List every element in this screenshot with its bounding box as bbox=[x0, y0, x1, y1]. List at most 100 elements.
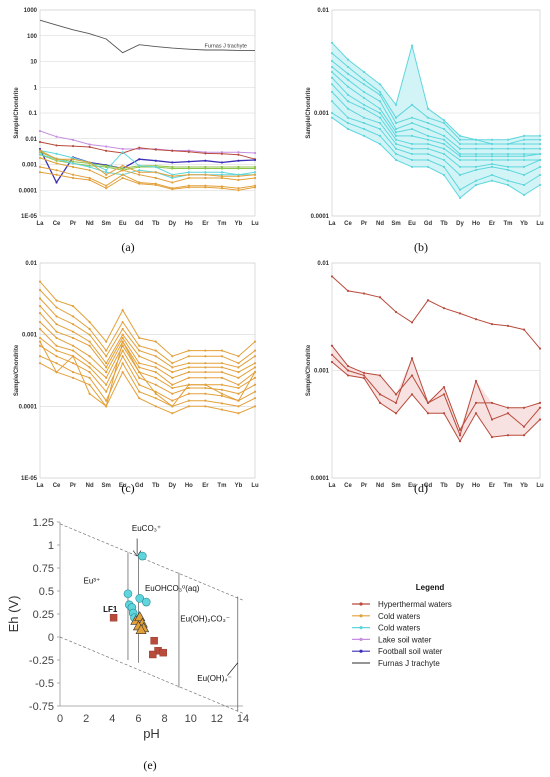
data-point bbox=[253, 371, 257, 374]
data-point bbox=[330, 65, 334, 69]
series-line bbox=[39, 166, 256, 189]
data-point bbox=[88, 176, 91, 180]
data-point bbox=[204, 152, 207, 155]
data-point bbox=[237, 362, 240, 365]
data-point bbox=[362, 90, 366, 94]
data-point bbox=[171, 175, 174, 178]
x-tick-label: Ce bbox=[344, 221, 352, 227]
series-line bbox=[331, 117, 541, 199]
data-point bbox=[253, 151, 257, 155]
data-point bbox=[346, 127, 350, 131]
data-point bbox=[378, 374, 382, 377]
data-point bbox=[394, 310, 398, 314]
data-point bbox=[330, 70, 334, 74]
data-point bbox=[522, 152, 526, 156]
y-tick-label: 10 bbox=[30, 60, 37, 66]
data-point bbox=[220, 171, 224, 174]
legend-marker bbox=[359, 637, 363, 642]
x-tick-label: 10 bbox=[185, 713, 197, 725]
data-point bbox=[171, 383, 174, 386]
data-point bbox=[378, 111, 382, 115]
data-point bbox=[220, 151, 224, 154]
y-tick-label: 0 bbox=[48, 632, 54, 644]
data-point bbox=[426, 401, 430, 404]
data-point bbox=[346, 369, 350, 372]
data-point bbox=[506, 168, 510, 172]
x-tick-label: Tm bbox=[217, 483, 226, 489]
data-point bbox=[154, 366, 157, 369]
data-point-square bbox=[149, 650, 157, 659]
data-point bbox=[105, 184, 108, 187]
data-point bbox=[506, 183, 510, 187]
data-point bbox=[121, 320, 124, 324]
data-point bbox=[187, 376, 190, 379]
x-tick-label: Tb bbox=[152, 483, 160, 489]
data-point bbox=[105, 405, 108, 408]
x-tick-label: Tm bbox=[217, 221, 226, 227]
data-point bbox=[378, 116, 382, 119]
data-point bbox=[55, 144, 58, 147]
data-point bbox=[55, 371, 58, 374]
data-point bbox=[38, 153, 42, 156]
data-point bbox=[237, 355, 240, 358]
x-tick-label: Yb bbox=[520, 221, 528, 227]
data-point bbox=[330, 90, 334, 94]
data-point bbox=[204, 366, 207, 369]
data-point bbox=[220, 176, 224, 180]
x-tick-label: Yb bbox=[235, 483, 243, 489]
data-point bbox=[538, 152, 542, 156]
series-line bbox=[39, 171, 256, 191]
data-point bbox=[38, 336, 42, 340]
data-point bbox=[187, 186, 190, 189]
data-point bbox=[362, 134, 366, 137]
data-point bbox=[220, 175, 224, 178]
data-point bbox=[522, 134, 526, 137]
data-point bbox=[55, 315, 58, 318]
data-point bbox=[154, 383, 157, 386]
data-point bbox=[71, 173, 75, 176]
data-point bbox=[330, 41, 334, 44]
x-tick-label: Tb bbox=[440, 483, 448, 489]
x-tick-label: Er bbox=[202, 483, 209, 489]
data-point bbox=[55, 173, 58, 176]
data-point bbox=[394, 121, 398, 125]
data-point bbox=[220, 383, 224, 386]
y-axis-title: Sample/Chondrite bbox=[14, 344, 20, 396]
y-tick-label: 0.0001 bbox=[19, 404, 38, 410]
data-point bbox=[105, 376, 108, 379]
data-point bbox=[474, 165, 478, 168]
x-tick-label: Sm bbox=[391, 221, 400, 227]
data-point bbox=[38, 320, 42, 324]
data-point bbox=[138, 349, 141, 352]
data-point bbox=[410, 147, 414, 150]
data-point bbox=[346, 116, 350, 119]
field-label-eu3: Eu³⁺ bbox=[84, 577, 101, 586]
x-tick-label: 6 bbox=[135, 713, 141, 725]
data-point bbox=[204, 376, 207, 379]
data-point bbox=[204, 171, 207, 174]
data-point bbox=[220, 371, 224, 374]
data-point bbox=[394, 152, 398, 156]
data-point bbox=[171, 405, 174, 408]
data-point bbox=[490, 155, 494, 158]
data-point bbox=[506, 138, 510, 141]
x-tick-label: Eu bbox=[119, 221, 127, 227]
data-point bbox=[237, 371, 240, 374]
x-tick-label: Nd bbox=[376, 221, 384, 227]
data-point bbox=[55, 362, 58, 365]
data-point bbox=[378, 142, 382, 146]
data-point bbox=[138, 336, 141, 340]
series-line bbox=[331, 77, 541, 157]
data-point bbox=[237, 175, 240, 178]
data-point bbox=[220, 187, 224, 190]
series-line bbox=[39, 345, 256, 402]
range-envelope bbox=[332, 345, 540, 442]
data-point bbox=[204, 386, 207, 390]
series-line bbox=[39, 289, 256, 364]
data-point bbox=[346, 58, 350, 61]
x-tick-label: La bbox=[36, 221, 44, 227]
data-point bbox=[330, 116, 334, 119]
data-point bbox=[71, 371, 75, 374]
data-point bbox=[88, 383, 91, 386]
